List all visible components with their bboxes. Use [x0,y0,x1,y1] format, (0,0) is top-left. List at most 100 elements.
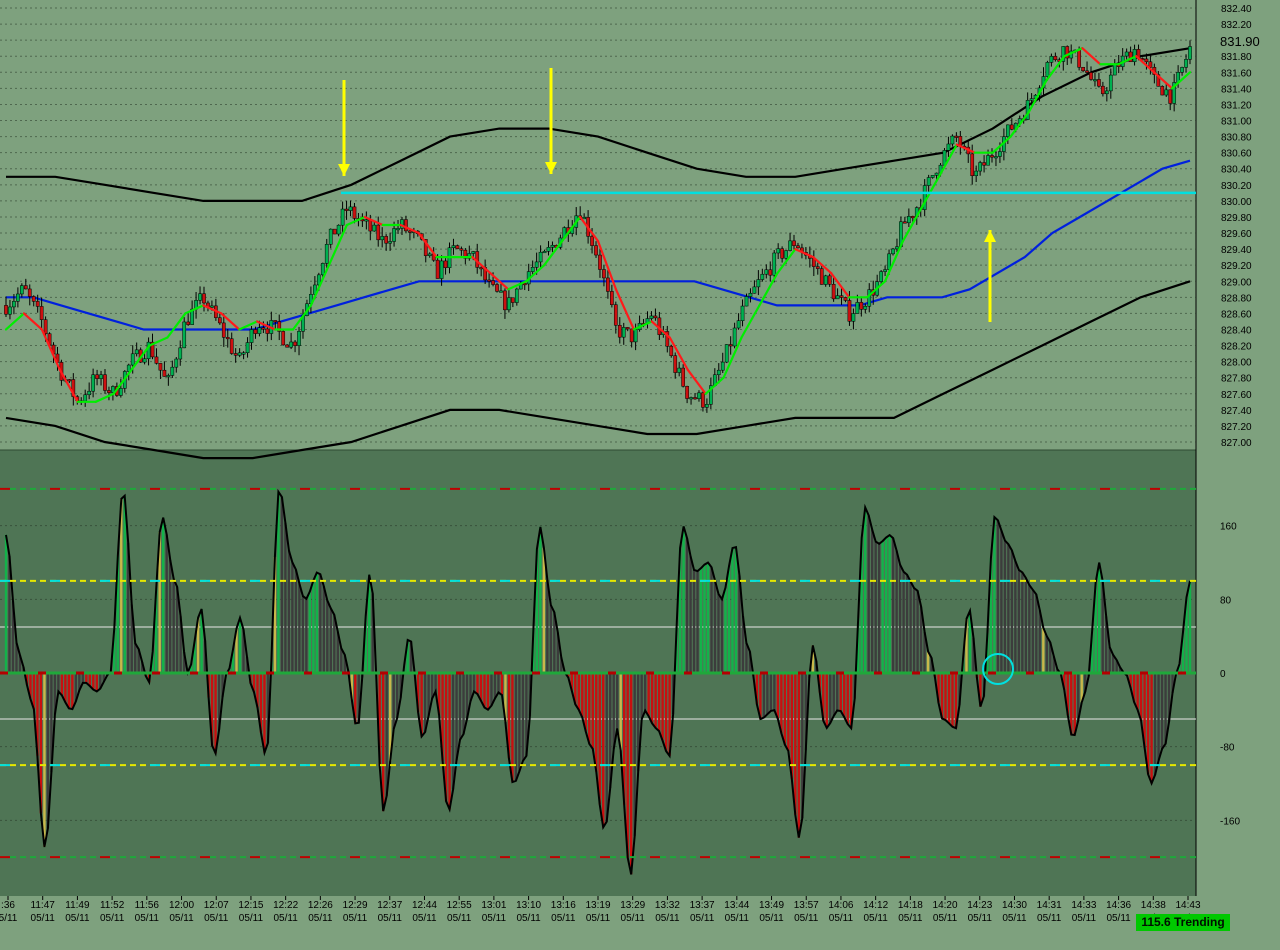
fast-ma-segment [1063,47,1084,58]
candle-body [819,268,824,285]
fast-ma-segment [1135,55,1156,74]
date-tick-label: 05/11 [863,913,888,924]
candle-body [950,135,955,145]
candle-body [467,253,472,259]
candle-body [1077,49,1081,68]
date-tick-label: 05/11 [1002,913,1027,924]
candle-body [368,219,373,232]
candle-body [198,293,202,301]
date-tick-label: 05/11 [169,913,194,924]
time-tick-label: 14:30 [1002,900,1027,911]
candle-body [107,390,111,393]
candle-body [233,353,238,356]
candle-body [1065,46,1070,59]
date-tick-label: 05/11 [308,913,333,924]
fast-ma-segment [1170,71,1192,90]
candle-body [511,297,515,303]
date-tick-label: 05/11 [933,913,958,924]
date-tick-label: 05/11 [135,913,160,924]
candle-body [35,301,40,307]
time-tick-label: 14:36 [1106,900,1131,911]
fast-ma-segment [596,239,618,291]
candle-body [404,219,408,232]
date-tick-label: 05/11 [239,913,264,924]
fast-ma-segment [865,280,887,299]
fast-ma-segment [901,207,923,243]
fast-ma-segment [1117,55,1138,66]
candle-body [930,175,935,178]
time-tick-label: 13:16 [551,900,576,911]
price-tick-label: 828.00 [1221,358,1252,369]
fast-ma-segment [417,231,438,259]
candle-body [499,290,503,293]
fast-ma-segment [632,320,653,331]
candle-body [855,302,860,314]
candle-body [602,269,606,279]
candle-body [443,260,448,268]
time-tick-label: 12:15 [238,900,263,911]
fast-ma-segment [327,223,348,267]
indicator-tick-label: 80 [1220,595,1232,606]
candle-body [748,292,753,297]
candle-body [1180,67,1184,73]
candle-body [728,344,733,347]
time-tick-label: 12:26 [308,900,333,911]
fast-ma-segment [94,392,115,403]
time-tick-label: 13:01 [481,900,506,911]
fast-ma-segment [776,248,797,275]
candle-body [1061,46,1066,62]
fast-ma-segment [955,143,976,154]
fast-ma-segment [507,280,528,291]
indicator-axis-labels: 160 80 0 -80 -160 [1220,522,1240,828]
candle-body [12,301,16,308]
date-tick-label: 05/11 [725,913,750,924]
signal-circle [982,653,1014,685]
annotation-arrows [338,68,996,322]
fast-ma-segment [937,143,958,178]
fast-ma-segment [489,272,510,291]
price-tick-label: 828.60 [1221,309,1252,320]
candle-body [320,263,325,276]
candle-body [863,305,868,310]
candle-body [31,296,36,302]
fast-ma-segment [256,320,277,331]
candle-body [823,275,828,285]
fast-ma-segment [148,336,169,347]
candle-body [158,363,163,371]
time-tick-label: 13:49 [759,900,784,911]
price-tick-label: 830.40 [1221,165,1252,176]
slow-ma-line [6,159,1191,331]
indicator-tick-label: 160 [1220,522,1237,533]
candle-body [491,280,495,285]
fast-ma-segment [309,264,331,307]
candle-body [249,329,254,343]
date-tick-label: 05/11 [65,913,90,924]
time-tick-label: 12:00 [169,900,194,911]
candle-body [396,228,400,231]
candle-body [1101,85,1105,95]
candle-body [348,206,353,211]
time-tick-label: 13:37 [690,900,715,911]
candle-body [903,221,907,224]
candle-body [297,331,301,346]
fast-ma-segment [794,248,815,259]
date-tick-label: 05/11 [378,913,403,924]
candle-body [87,390,92,396]
price-tick-label: 831.40 [1221,84,1252,95]
candle-body [732,327,737,347]
candle-body [253,329,258,334]
candle-body [879,271,883,282]
candle-body [815,266,820,269]
candle-body [693,397,697,400]
fast-ma-segment [740,304,761,339]
fast-ma-segment [202,304,223,315]
fast-ma-segment [58,368,79,403]
candle-body [780,248,784,259]
last-price-label: 831.90 [1212,33,1264,49]
candle-body [1112,64,1117,76]
candle-body [974,170,979,177]
candle-body [202,293,206,304]
fast-ma-segment [991,135,1012,154]
candle-body [463,249,468,259]
